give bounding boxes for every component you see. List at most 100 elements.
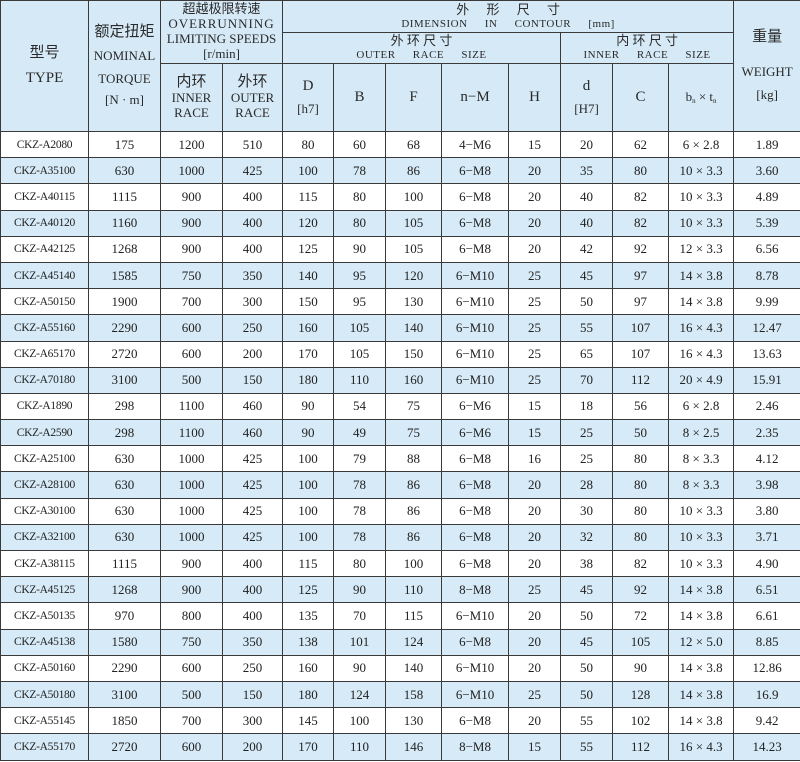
header-dimension: 外 形 尺 寸 DIMENSION IN CONTOUR [mm] xyxy=(282,0,735,33)
cell-B: 95 xyxy=(333,261,387,290)
cell-weight: 16.9 xyxy=(733,680,800,709)
header-inner-race-size: 内 环 尺 寸 INNER RACE SIZE xyxy=(560,32,735,64)
cell-torque: 1115 xyxy=(88,549,161,578)
cell-F: 140 xyxy=(385,654,443,682)
header-speed: 超越极限转速 OVERRUNNING LIMITING SPEEDS [r/mi… xyxy=(159,0,284,64)
cell-D: 180 xyxy=(282,680,335,709)
cell-H: 20 xyxy=(508,523,562,552)
cell-weight: 8.78 xyxy=(733,261,800,290)
cell-type: CKZ-A55170 xyxy=(0,733,89,761)
cell-n-M: 6−M8 xyxy=(441,235,510,263)
header-bn-tn: bn × tn xyxy=(668,63,735,132)
cell-d: 45 xyxy=(560,628,614,656)
cell-weight: 13.63 xyxy=(733,340,800,368)
cell-outer-speed: 250 xyxy=(221,314,284,342)
cell-weight: 3.71 xyxy=(733,523,800,552)
cell-n-M: 6−M10 xyxy=(441,261,510,290)
cell-D: 100 xyxy=(282,157,335,185)
table-row: CKZ-A70180 3100 500 150 180 110 160 6−M10 25 70 11… xyxy=(0,366,800,394)
cell-H: 20 xyxy=(508,157,562,185)
cell-d: 38 xyxy=(560,549,614,578)
cell-bn-tn: 6 × 2.8 xyxy=(668,392,735,421)
header-C: C xyxy=(612,63,670,132)
cell-d: 28 xyxy=(560,471,614,499)
cell-D: 138 xyxy=(282,628,335,656)
cell-C: 80 xyxy=(612,157,670,185)
cell-D: 100 xyxy=(282,471,335,499)
cell-n-M: 8−M8 xyxy=(441,733,510,761)
cell-d: 20 xyxy=(560,130,614,159)
cell-type: CKZ-A35100 xyxy=(0,157,89,185)
cell-inner-speed: 1100 xyxy=(160,392,223,421)
table-row: CKZ-A65170 2720 600 200 170 105 150 6−M10 25 65 10… xyxy=(0,340,800,368)
header-D: D [h7] xyxy=(282,63,335,132)
cell-bn-tn: 14 × 3.8 xyxy=(668,602,735,630)
cell-H: 20 xyxy=(508,602,562,630)
cell-bn-tn: 10 × 3.3 xyxy=(668,157,735,185)
cell-bn-tn: 6 × 2.8 xyxy=(668,130,735,159)
cell-outer-speed: 425 xyxy=(221,471,284,499)
cell-B: 110 xyxy=(333,733,387,761)
cell-torque: 1580 xyxy=(88,628,161,656)
cell-bn-tn: 10 × 3.3 xyxy=(668,549,735,578)
cell-weight: 6.56 xyxy=(733,235,800,263)
cell-bn-tn: 10 × 3.3 xyxy=(668,209,735,237)
cell-d: 50 xyxy=(560,680,614,709)
cell-d: 55 xyxy=(560,314,614,342)
cell-D: 140 xyxy=(282,261,335,290)
cell-d: 18 xyxy=(560,392,614,421)
cell-B: 105 xyxy=(333,314,387,342)
cell-inner-speed: 900 xyxy=(160,576,223,604)
cell-torque: 970 xyxy=(88,602,161,630)
cell-H: 20 xyxy=(508,235,562,263)
cell-F: 105 xyxy=(385,209,443,237)
cell-C: 112 xyxy=(612,366,670,394)
cell-H: 15 xyxy=(508,419,562,447)
cell-torque: 630 xyxy=(88,523,161,552)
cell-weight: 3.80 xyxy=(733,497,800,525)
cell-torque: 630 xyxy=(88,471,161,499)
cell-outer-speed: 150 xyxy=(221,680,284,709)
cell-D: 120 xyxy=(282,209,335,237)
cell-D: 90 xyxy=(282,419,335,447)
cell-torque: 630 xyxy=(88,497,161,525)
cell-B: 49 xyxy=(333,419,387,447)
cell-inner-speed: 900 xyxy=(160,209,223,237)
cell-d: 30 xyxy=(560,497,614,525)
cell-B: 80 xyxy=(333,183,387,211)
cell-H: 20 xyxy=(508,654,562,682)
cell-inner-speed: 1000 xyxy=(160,445,223,473)
header-type: 型号 TYPE xyxy=(0,0,89,132)
table-row: CKZ-A50160 2290 600 250 160 90 140 6−M10 20 50 90 1… xyxy=(0,654,800,682)
cell-B: 78 xyxy=(333,157,387,185)
cell-torque: 2290 xyxy=(88,654,161,682)
cell-inner-speed: 600 xyxy=(160,654,223,682)
cell-type: CKZ-A50160 xyxy=(0,654,89,682)
cell-d: 35 xyxy=(560,157,614,185)
cell-H: 25 xyxy=(508,366,562,394)
cell-D: 170 xyxy=(282,733,335,761)
cell-D: 150 xyxy=(282,288,335,316)
cell-D: 135 xyxy=(282,602,335,630)
cell-C: 107 xyxy=(612,314,670,342)
cell-bn-tn: 10 × 3.3 xyxy=(668,523,735,552)
cell-bn-tn: 8 × 2.5 xyxy=(668,419,735,447)
cell-inner-speed: 700 xyxy=(160,288,223,316)
cell-type: CKZ-A50150 xyxy=(0,288,89,316)
cell-type: CKZ-A25100 xyxy=(0,445,89,473)
cell-H: 20 xyxy=(508,471,562,499)
cell-F: 130 xyxy=(385,707,443,735)
cell-H: 15 xyxy=(508,392,562,421)
cell-d: 25 xyxy=(560,419,614,447)
cell-bn-tn: 12 × 5.0 xyxy=(668,628,735,656)
table-row: CKZ-A45138 1580 750 350 138 101 124 6−M8 20 45 105… xyxy=(0,628,800,656)
cell-D: 160 xyxy=(282,654,335,682)
cell-H: 20 xyxy=(508,497,562,525)
cell-weight: 14.23 xyxy=(733,733,800,761)
cell-bn-tn: 16 × 4.3 xyxy=(668,340,735,368)
cell-torque: 1850 xyxy=(88,707,161,735)
cell-weight: 6.61 xyxy=(733,602,800,630)
cell-d: 50 xyxy=(560,602,614,630)
cell-bn-tn: 14 × 3.8 xyxy=(668,707,735,735)
cell-bn-tn: 12 × 3.3 xyxy=(668,235,735,263)
